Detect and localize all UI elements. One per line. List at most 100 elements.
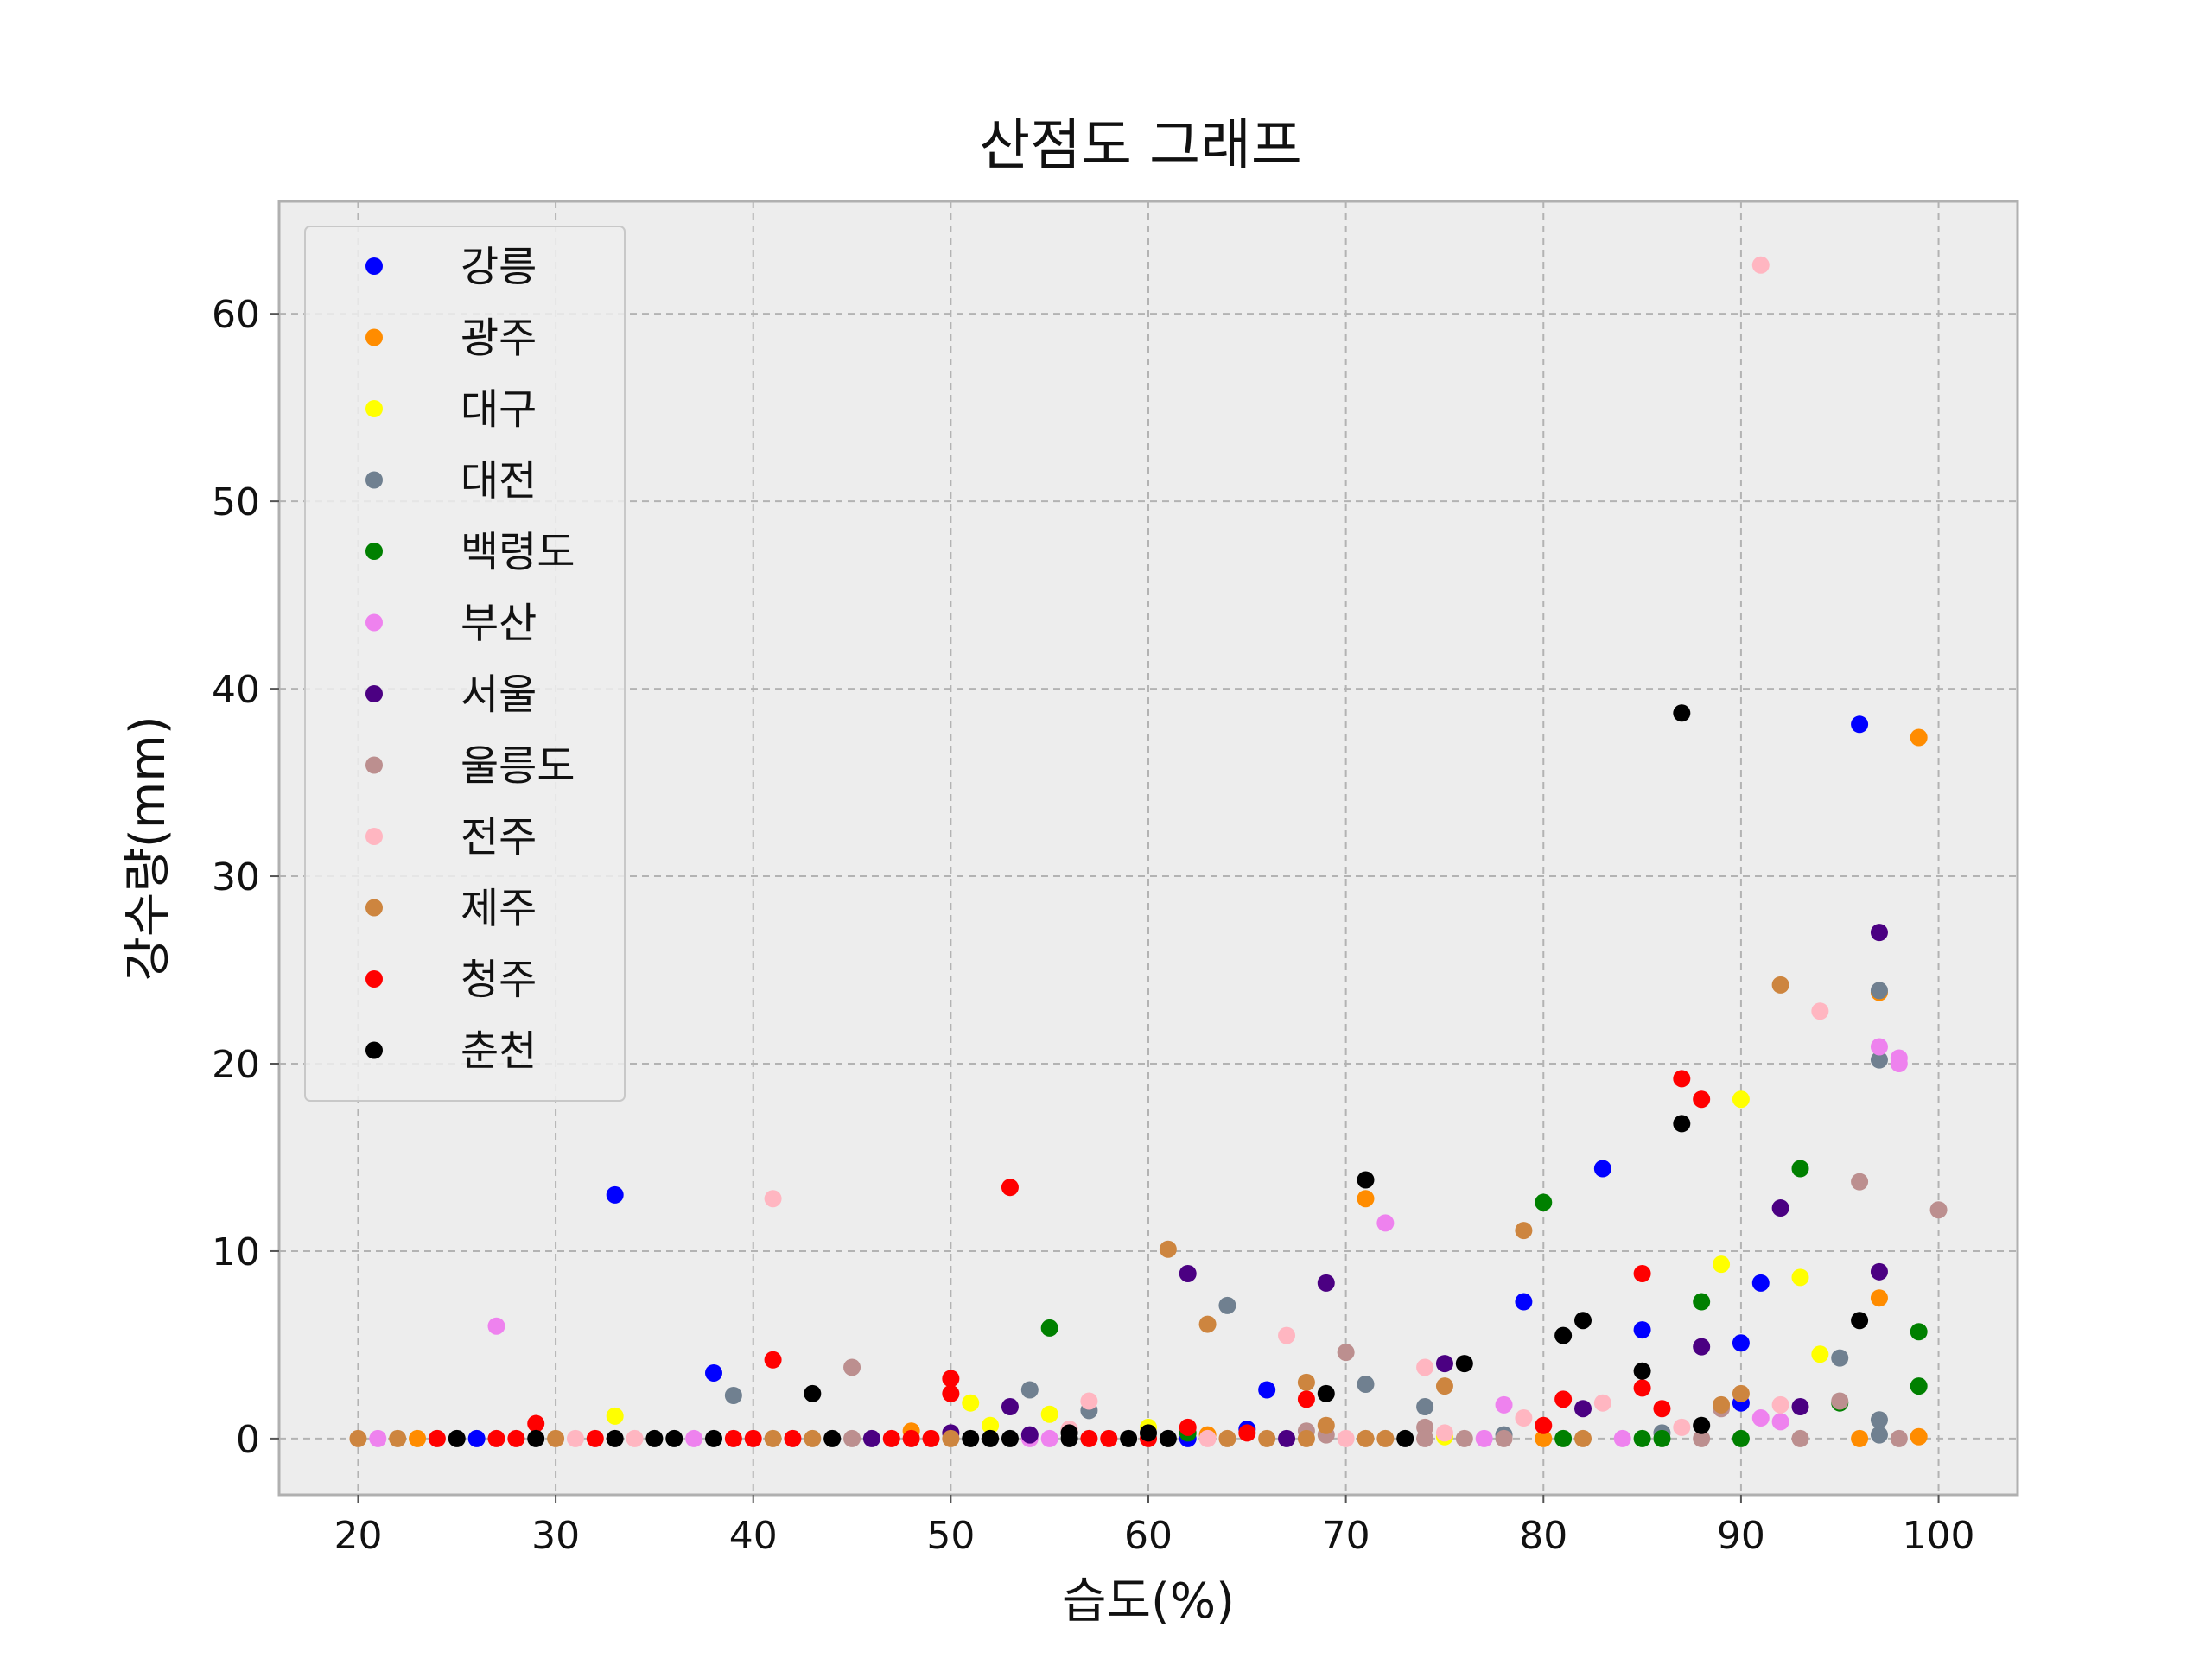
legend-marker — [365, 899, 383, 917]
data-point — [1732, 1090, 1750, 1109]
data-point — [1455, 1429, 1473, 1447]
data-point — [1179, 1264, 1197, 1282]
data-point — [409, 1429, 427, 1447]
data-point — [1475, 1429, 1493, 1447]
data-point — [1673, 704, 1691, 722]
data-point — [1713, 1255, 1731, 1274]
data-point — [1910, 1323, 1928, 1341]
data-point — [1851, 1429, 1869, 1447]
data-point — [1396, 1429, 1414, 1447]
data-point — [606, 1407, 624, 1425]
data-point — [1515, 1222, 1533, 1240]
data-point — [1751, 1409, 1770, 1427]
data-point — [1535, 1416, 1553, 1434]
data-point — [1001, 1429, 1019, 1447]
data-point — [1040, 1319, 1058, 1337]
data-point — [1198, 1315, 1217, 1333]
data-point — [1317, 1416, 1335, 1434]
data-point — [1673, 1418, 1691, 1436]
data-point — [902, 1429, 920, 1447]
data-point — [586, 1429, 604, 1447]
legend-marker — [365, 828, 383, 845]
data-point — [1653, 1400, 1671, 1418]
data-point — [487, 1317, 505, 1335]
legend-marker — [365, 1041, 383, 1059]
data-point — [1495, 1395, 1513, 1414]
data-point — [665, 1429, 683, 1447]
data-point — [1771, 1395, 1789, 1414]
data-point — [1416, 1358, 1434, 1376]
x-tick-label: 30 — [531, 1514, 580, 1558]
data-point — [804, 1429, 822, 1447]
data-point — [1791, 1160, 1809, 1178]
data-point — [1198, 1429, 1217, 1447]
data-point — [1278, 1429, 1296, 1447]
data-point — [1357, 1190, 1375, 1208]
data-point — [1218, 1296, 1236, 1314]
data-point — [1159, 1240, 1177, 1258]
data-point — [1357, 1375, 1375, 1393]
x-tick-label: 60 — [1124, 1514, 1173, 1558]
legend-box — [304, 226, 626, 1102]
data-point — [1693, 1338, 1711, 1356]
y-tick-label: 60 — [212, 293, 260, 337]
data-point — [1673, 1070, 1691, 1088]
legend-marker — [365, 471, 383, 489]
data-point — [349, 1429, 367, 1447]
data-point — [1851, 715, 1869, 734]
data-point — [1633, 1321, 1651, 1339]
legend-label: 강릉 — [461, 243, 537, 291]
data-point — [1791, 1429, 1809, 1447]
data-point — [1811, 1345, 1829, 1363]
data-point — [1416, 1398, 1434, 1416]
data-point — [1633, 1379, 1651, 1397]
legend-label: 대구 — [461, 385, 537, 434]
data-point — [1001, 1398, 1019, 1416]
data-point — [1376, 1214, 1395, 1232]
data-point — [922, 1429, 940, 1447]
data-point — [685, 1429, 703, 1447]
legend-label: 춘천 — [461, 1027, 537, 1076]
data-point — [1455, 1355, 1473, 1373]
y-tick-label: 50 — [212, 480, 260, 524]
data-point — [962, 1394, 980, 1412]
data-point — [1693, 1416, 1711, 1434]
data-point — [1633, 1429, 1651, 1447]
data-point — [1060, 1429, 1078, 1447]
data-point — [1258, 1429, 1276, 1447]
data-point — [764, 1351, 782, 1369]
data-point — [1732, 1334, 1750, 1352]
data-point — [448, 1429, 466, 1447]
data-point — [606, 1429, 624, 1447]
data-point — [1218, 1429, 1236, 1447]
data-point — [1179, 1418, 1197, 1436]
data-point — [1020, 1381, 1039, 1399]
data-point — [1535, 1429, 1553, 1447]
data-point — [1693, 1429, 1711, 1447]
data-point — [1376, 1429, 1395, 1447]
data-point — [369, 1429, 387, 1447]
legend-label: 서울 — [461, 671, 537, 719]
data-point — [1020, 1426, 1039, 1444]
y-tick-label: 20 — [212, 1043, 260, 1087]
data-point — [1435, 1377, 1453, 1395]
data-point — [1297, 1429, 1315, 1447]
data-point — [1159, 1429, 1177, 1447]
data-point — [764, 1190, 782, 1208]
data-point — [1890, 1055, 1908, 1072]
data-point — [428, 1429, 446, 1447]
data-point — [764, 1429, 782, 1447]
data-point — [1515, 1409, 1533, 1427]
data-point — [1554, 1390, 1573, 1408]
data-point — [843, 1358, 861, 1376]
data-point — [1870, 924, 1888, 942]
data-point — [882, 1429, 900, 1447]
data-point — [1791, 1268, 1809, 1287]
data-point — [1633, 1362, 1651, 1380]
data-points — [349, 256, 1948, 1447]
data-point — [1574, 1312, 1592, 1330]
legend-marker — [365, 685, 383, 702]
legend-label: 청주 — [461, 956, 537, 1004]
data-point — [1653, 1429, 1671, 1447]
x-tick-label: 50 — [926, 1514, 975, 1558]
